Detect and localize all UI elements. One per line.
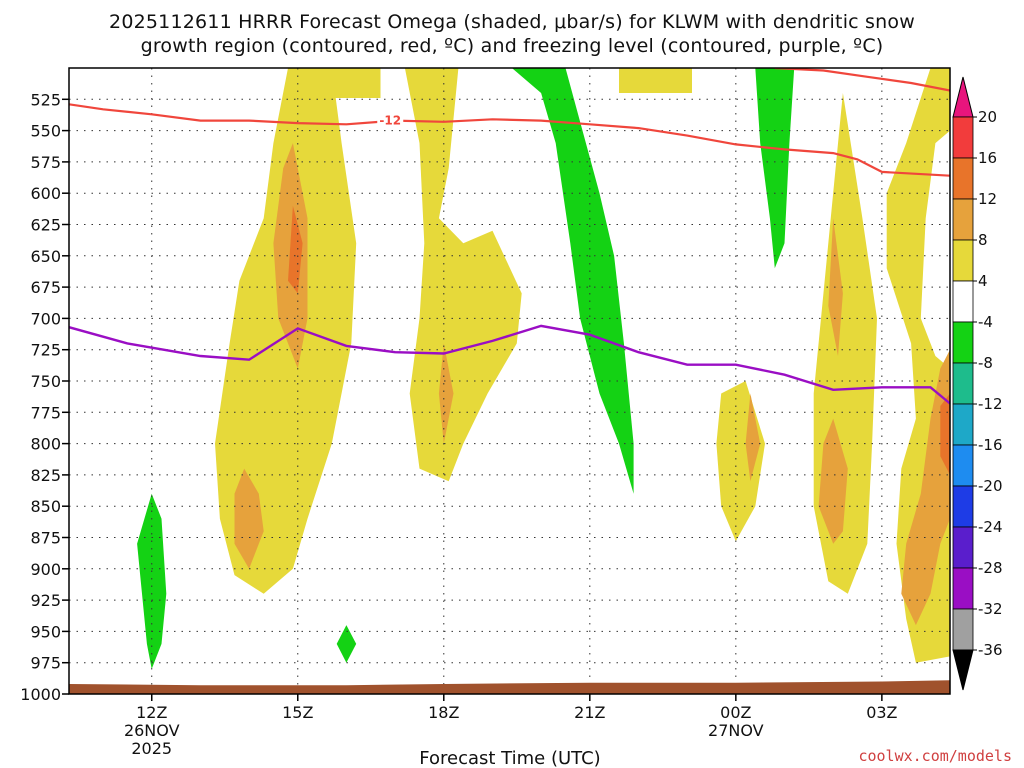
x-tick-label: 03Z <box>866 703 897 722</box>
y-tick-label: 675 <box>30 278 61 297</box>
colorbar-label: 16 <box>978 149 997 167</box>
y-tick-label: 900 <box>30 560 61 579</box>
colorbar-label: -32 <box>978 600 1003 618</box>
omega-region-12-to-16 <box>288 205 303 294</box>
chart-title-line-1: 2025112611 HRRR Forecast Omega (shaded, … <box>109 11 915 33</box>
colorbar-top-triangle <box>952 76 974 118</box>
omega-region-neg4-to-neg8 <box>755 68 795 269</box>
colorbar-box <box>952 362 974 405</box>
y-tick-label: 625 <box>30 216 61 235</box>
colorbar-label: 4 <box>978 272 988 290</box>
y-tick-label: 975 <box>30 654 61 673</box>
x-tick-label: 15Z <box>282 703 313 722</box>
contour-label-bg <box>377 112 404 127</box>
omega-region-4-to-8 <box>404 68 522 482</box>
x-axis-title: Forecast Time (UTC) <box>419 748 600 768</box>
omega-region-8-to-12 <box>234 468 264 569</box>
y-tick-label: 700 <box>30 309 61 328</box>
colorbar-label: -4 <box>978 313 993 331</box>
colorbar-box <box>952 526 974 569</box>
y-tick-label: 525 <box>30 90 61 109</box>
colorbar-label: -36 <box>978 641 1003 659</box>
terrain-layer <box>69 680 950 694</box>
x-tick-label: 12Z <box>136 703 167 722</box>
colorbar-box <box>952 444 974 487</box>
omega-region-neg4-to-neg8 <box>336 625 357 663</box>
colorbar-box <box>952 567 974 610</box>
colorbar-box <box>952 198 974 241</box>
y-tick-label: 1000 <box>20 685 61 704</box>
omega-region-8-to-12 <box>901 349 950 626</box>
colorbar-label: -12 <box>978 395 1003 413</box>
y-tick-label: 750 <box>30 372 61 391</box>
omega-region-4-to-8 <box>307 68 381 98</box>
terrain-surface <box>69 680 950 694</box>
colorbar-box <box>952 157 974 200</box>
y-axis-ticks: 525 550 575 600 625 650 675 700 725 750 775 800 825 8… <box>20 90 69 704</box>
x-tick-date: 27NOV <box>708 721 764 740</box>
contour-layer: -12 <box>69 68 950 405</box>
omega-region-4-to-8 <box>813 93 877 594</box>
omega-region-8-to-12 <box>828 218 843 356</box>
y-tick-label: 725 <box>30 341 61 360</box>
y-tick-label: 850 <box>30 497 61 516</box>
y-tick-label: 875 <box>30 529 61 548</box>
snow-growth-contour-minus12 <box>69 103 950 177</box>
x-tick-label: 18Z <box>428 703 459 722</box>
colorbar-label: -28 <box>978 559 1003 577</box>
omega-shading <box>137 68 950 669</box>
omega-region-8-to-12 <box>745 393 761 482</box>
colorbar-box <box>952 239 974 282</box>
colorbar-label: -8 <box>978 354 993 372</box>
y-tick-label: 950 <box>30 622 61 641</box>
y-tick-label: 550 <box>30 122 61 141</box>
contour-label: -12 <box>379 114 401 128</box>
y-tick-label: 775 <box>30 403 61 422</box>
y-tick-label: 800 <box>30 435 61 454</box>
colorbar-label: -16 <box>978 436 1003 454</box>
y-tick-label: 925 <box>30 591 61 610</box>
x-tick-label: 21Z <box>574 703 605 722</box>
x-tick-label: 00Z <box>720 703 751 722</box>
colorbar-label: 12 <box>978 190 997 208</box>
colorbar-label: 8 <box>978 231 988 249</box>
plot-area: -12 <box>69 68 950 694</box>
colorbar-box <box>952 608 974 651</box>
colorbar-bottom-triangle <box>952 649 974 691</box>
x-tick-date: 26NOV <box>124 721 180 740</box>
colorbar: 20 16 12 8 4 -4 -8 -12 -16 -20 -24 -28 -32 -36 <box>952 76 1003 691</box>
snow-growth-contour-upper <box>774 68 950 92</box>
x-tick-year: 2025 <box>131 739 172 758</box>
omega-region-4-to-8 <box>716 381 765 542</box>
omega-region-8-to-12 <box>438 343 454 444</box>
omega-region-12-to-16 <box>940 393 950 475</box>
freezing-level-contour <box>69 324 950 405</box>
y-tick-label: 600 <box>30 184 61 203</box>
colorbar-box <box>952 485 974 528</box>
y-tick-label: 575 <box>30 153 61 172</box>
colorbar-label: 20 <box>978 108 997 126</box>
colorbar-label: -24 <box>978 518 1003 536</box>
omega-region-neg4-to-neg8 <box>137 493 167 669</box>
omega-region-8-to-12 <box>818 418 848 544</box>
y-tick-label: 825 <box>30 466 61 485</box>
colorbar-box <box>952 403 974 446</box>
colorbar-box <box>952 280 974 323</box>
chart-title-line-2: growth region (contoured, red, ºC) and f… <box>141 35 884 57</box>
colorbar-box <box>952 321 974 364</box>
credit-text: coolwx.com/models <box>858 747 1012 765</box>
y-tick-label: 650 <box>30 247 61 266</box>
omega-region-neg4-to-neg8 <box>511 68 634 494</box>
omega-region-4-to-8 <box>619 68 692 93</box>
colorbar-box <box>952 116 974 159</box>
colorbar-label: -20 <box>978 477 1003 495</box>
